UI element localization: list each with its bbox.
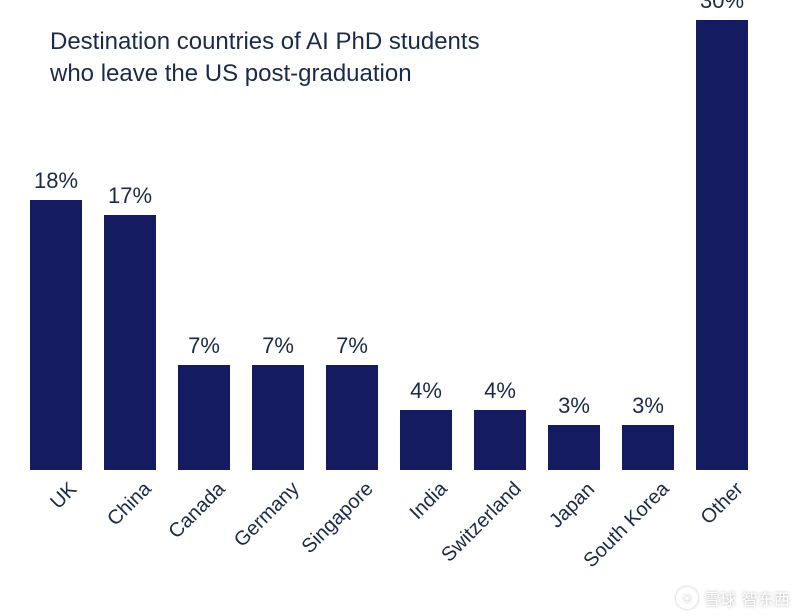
x-axis-label: Canada [165, 478, 231, 544]
x-axis-label: Japan [545, 478, 600, 533]
bar-value-label: 3% [548, 393, 600, 419]
bar [400, 410, 452, 470]
bar [622, 425, 674, 470]
bar-value-label: 7% [178, 333, 230, 359]
watermark-text-1: 雪球 [704, 586, 736, 610]
bar-value-label: 3% [622, 393, 674, 419]
chart-area: 18%17%7%7%7%4%4%3%3%30% [30, 20, 770, 470]
bar [696, 20, 748, 470]
x-axis-label: China [103, 478, 156, 531]
x-axis-label: Other [697, 478, 749, 530]
watermark-logo-icon: ❀ [676, 587, 698, 609]
x-axis-label: UK [46, 478, 82, 514]
bar [104, 215, 156, 470]
watermark-text-2: 智东西 [742, 586, 790, 610]
bar [252, 365, 304, 470]
bar-value-label: 7% [252, 333, 304, 359]
watermark: ❀ 雪球 智东西 [676, 586, 790, 610]
bar-value-label: 4% [474, 378, 526, 404]
bar-value-label: 18% [30, 168, 82, 194]
bar-value-label: 30% [696, 0, 748, 14]
bar [326, 365, 378, 470]
x-axis-label: Germany [230, 478, 304, 552]
bar [178, 365, 230, 470]
bar-value-label: 17% [104, 183, 156, 209]
x-axis-label: Singapore [298, 478, 379, 559]
x-axis-label: India [406, 478, 453, 525]
bar [548, 425, 600, 470]
bar [474, 410, 526, 470]
bar [30, 200, 82, 470]
bar-value-label: 7% [326, 333, 378, 359]
bar-value-label: 4% [400, 378, 452, 404]
